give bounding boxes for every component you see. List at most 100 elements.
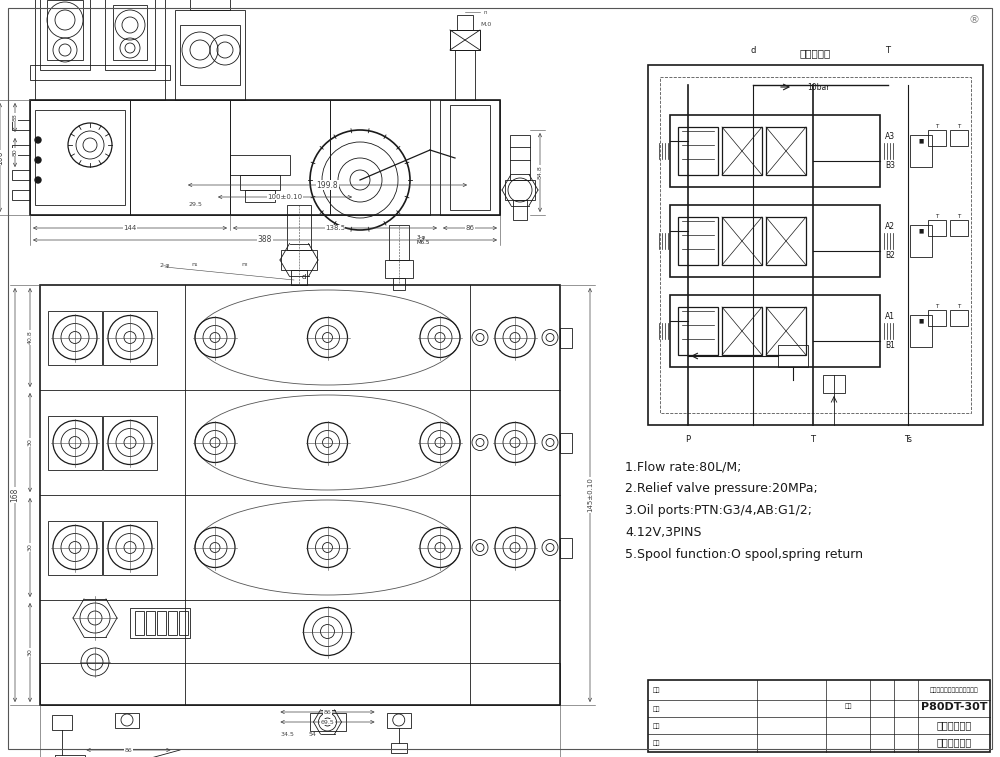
Bar bbox=[30, 100, 130, 215]
Text: T: T bbox=[957, 214, 961, 220]
Text: T: T bbox=[935, 304, 939, 310]
Text: T: T bbox=[957, 304, 961, 310]
Text: 88: 88 bbox=[12, 114, 18, 121]
Bar bbox=[113, 5, 147, 60]
Circle shape bbox=[35, 157, 41, 163]
Text: 比例: 比例 bbox=[844, 704, 852, 709]
Bar bbox=[766, 217, 806, 265]
Bar bbox=[513, 200, 527, 220]
Text: 86: 86 bbox=[324, 709, 331, 715]
Bar bbox=[281, 250, 317, 270]
Bar bbox=[240, 175, 280, 190]
Bar bbox=[928, 220, 946, 236]
Bar bbox=[103, 416, 157, 469]
Text: 34.5: 34.5 bbox=[281, 733, 294, 737]
Text: n: n bbox=[483, 10, 486, 14]
Bar bbox=[766, 127, 806, 175]
Bar bbox=[950, 220, 968, 236]
Text: 审核: 审核 bbox=[653, 723, 660, 728]
Text: ■: ■ bbox=[918, 229, 924, 233]
Bar bbox=[40, 663, 560, 705]
Bar bbox=[678, 217, 718, 265]
Bar bbox=[103, 310, 157, 365]
Text: 3-φ
M6.5: 3-φ M6.5 bbox=[417, 235, 430, 245]
Bar bbox=[48, 310, 102, 365]
Bar bbox=[190, 0, 230, 10]
Bar bbox=[291, 270, 307, 285]
Text: T: T bbox=[810, 435, 816, 444]
Text: 多路阀外型图: 多路阀外型图 bbox=[936, 737, 972, 748]
Text: n₂: n₂ bbox=[242, 263, 248, 267]
Bar bbox=[130, 608, 190, 638]
Text: 69.5: 69.5 bbox=[321, 719, 334, 724]
Text: 多路阀外型图: 多路阀外型图 bbox=[936, 721, 972, 731]
Bar bbox=[457, 15, 473, 30]
Bar bbox=[510, 135, 530, 180]
Bar bbox=[823, 375, 845, 393]
Bar bbox=[450, 105, 490, 210]
Bar bbox=[12, 120, 30, 130]
Text: ®: ® bbox=[969, 15, 980, 25]
Bar bbox=[670, 295, 880, 367]
Bar bbox=[648, 65, 983, 425]
Bar bbox=[40, 285, 560, 705]
Bar bbox=[928, 130, 946, 146]
Text: 388: 388 bbox=[258, 235, 272, 245]
Text: 1.Flow rate:80L/M;: 1.Flow rate:80L/M; bbox=[625, 460, 741, 473]
Bar bbox=[135, 611, 144, 635]
Bar bbox=[928, 310, 946, 326]
Bar bbox=[950, 310, 968, 326]
Bar bbox=[48, 416, 102, 469]
Bar bbox=[47, 0, 83, 60]
Text: 145±0.10: 145±0.10 bbox=[587, 478, 593, 512]
Text: 30: 30 bbox=[28, 438, 32, 447]
Bar bbox=[30, 100, 500, 215]
Bar bbox=[35, 110, 125, 205]
Text: 10bar: 10bar bbox=[807, 83, 829, 92]
Bar bbox=[310, 713, 346, 731]
Text: B2: B2 bbox=[885, 251, 895, 260]
Bar bbox=[245, 190, 275, 202]
Text: 30: 30 bbox=[28, 544, 32, 551]
Bar bbox=[766, 307, 806, 355]
Text: 2-φ: 2-φ bbox=[160, 263, 170, 267]
Bar bbox=[910, 315, 932, 347]
Bar bbox=[722, 127, 762, 175]
Text: 144: 144 bbox=[123, 225, 137, 231]
Text: 80: 80 bbox=[12, 148, 18, 157]
Text: P80DT-30T: P80DT-30T bbox=[921, 702, 987, 712]
Text: 138.5: 138.5 bbox=[325, 225, 345, 231]
Bar bbox=[387, 713, 411, 728]
Text: A3: A3 bbox=[885, 132, 895, 141]
Bar bbox=[778, 345, 808, 367]
Text: d: d bbox=[302, 274, 306, 280]
Bar bbox=[722, 307, 762, 355]
Bar bbox=[648, 680, 990, 752]
Text: d: d bbox=[750, 46, 756, 55]
Text: T: T bbox=[886, 46, 891, 55]
Bar bbox=[722, 217, 762, 265]
Bar bbox=[660, 77, 971, 413]
Bar bbox=[175, 10, 245, 100]
Bar bbox=[48, 521, 102, 575]
Bar bbox=[450, 30, 480, 50]
Bar bbox=[230, 155, 290, 175]
Bar bbox=[40, 0, 90, 70]
Bar bbox=[30, 65, 170, 80]
Circle shape bbox=[35, 137, 41, 143]
Text: T: T bbox=[935, 124, 939, 129]
Bar bbox=[455, 50, 475, 100]
Bar bbox=[950, 130, 968, 146]
Bar bbox=[115, 713, 139, 728]
Text: 4.12V,3PINS: 4.12V,3PINS bbox=[625, 526, 702, 539]
Bar bbox=[180, 25, 240, 85]
Text: 168: 168 bbox=[10, 488, 20, 502]
Bar bbox=[670, 115, 880, 187]
Text: A2: A2 bbox=[885, 222, 895, 231]
Bar bbox=[910, 225, 932, 257]
Bar bbox=[670, 205, 880, 277]
Text: B3: B3 bbox=[885, 161, 895, 170]
Bar bbox=[103, 521, 157, 575]
Bar bbox=[385, 260, 413, 278]
Text: 106: 106 bbox=[0, 150, 5, 165]
